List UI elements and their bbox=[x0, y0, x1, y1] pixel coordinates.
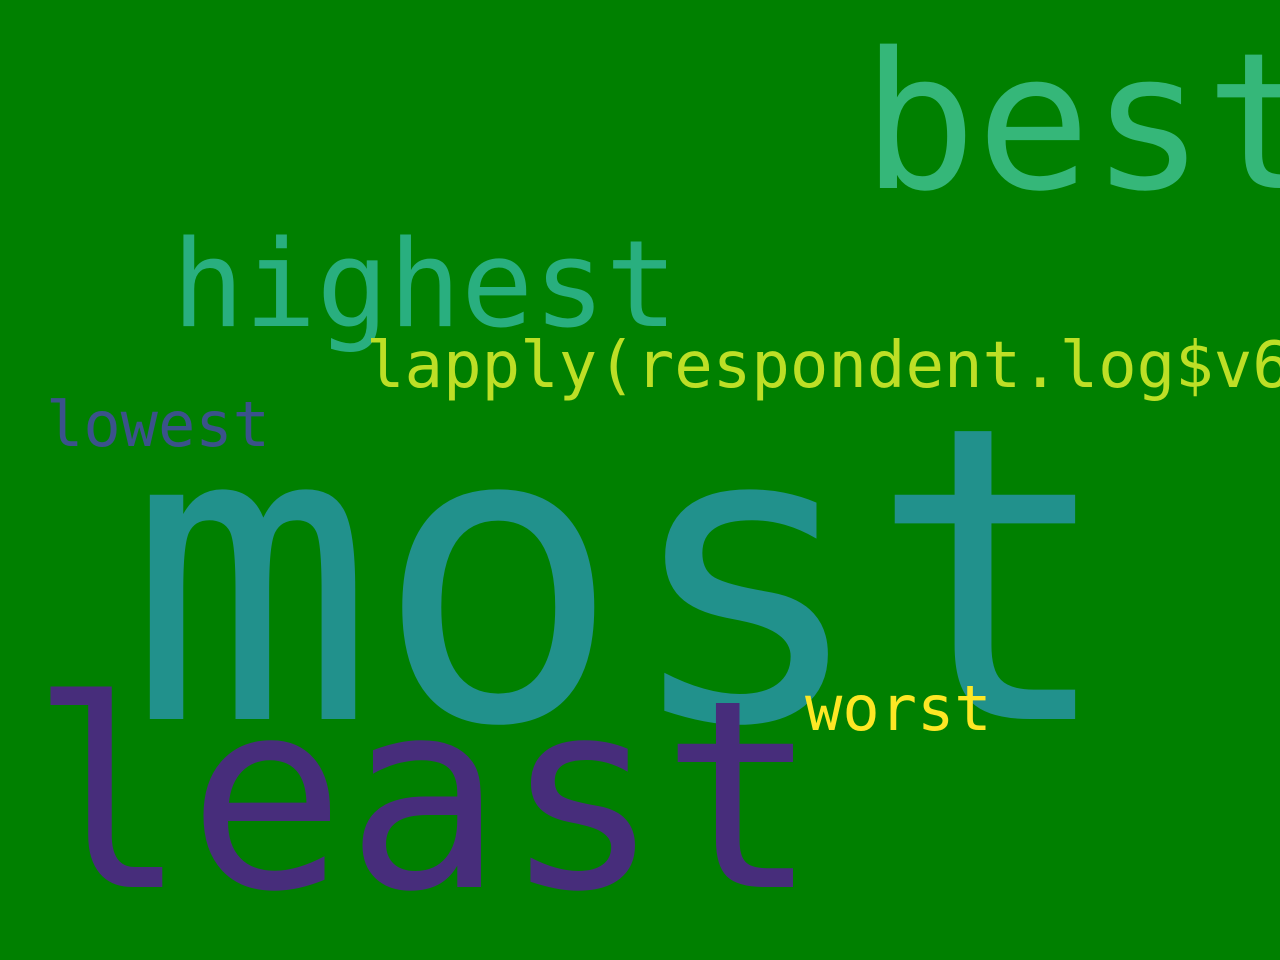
word-highest: highest bbox=[172, 216, 678, 355]
word-lapply: lapply(respondent.log$v6 bbox=[366, 329, 1280, 403]
word-lowest: lowest bbox=[46, 388, 270, 461]
word-worst: worst bbox=[805, 672, 992, 745]
word-most: most bbox=[128, 338, 1116, 816]
word-least: least bbox=[30, 644, 819, 949]
word-best: best bbox=[862, 12, 1280, 233]
